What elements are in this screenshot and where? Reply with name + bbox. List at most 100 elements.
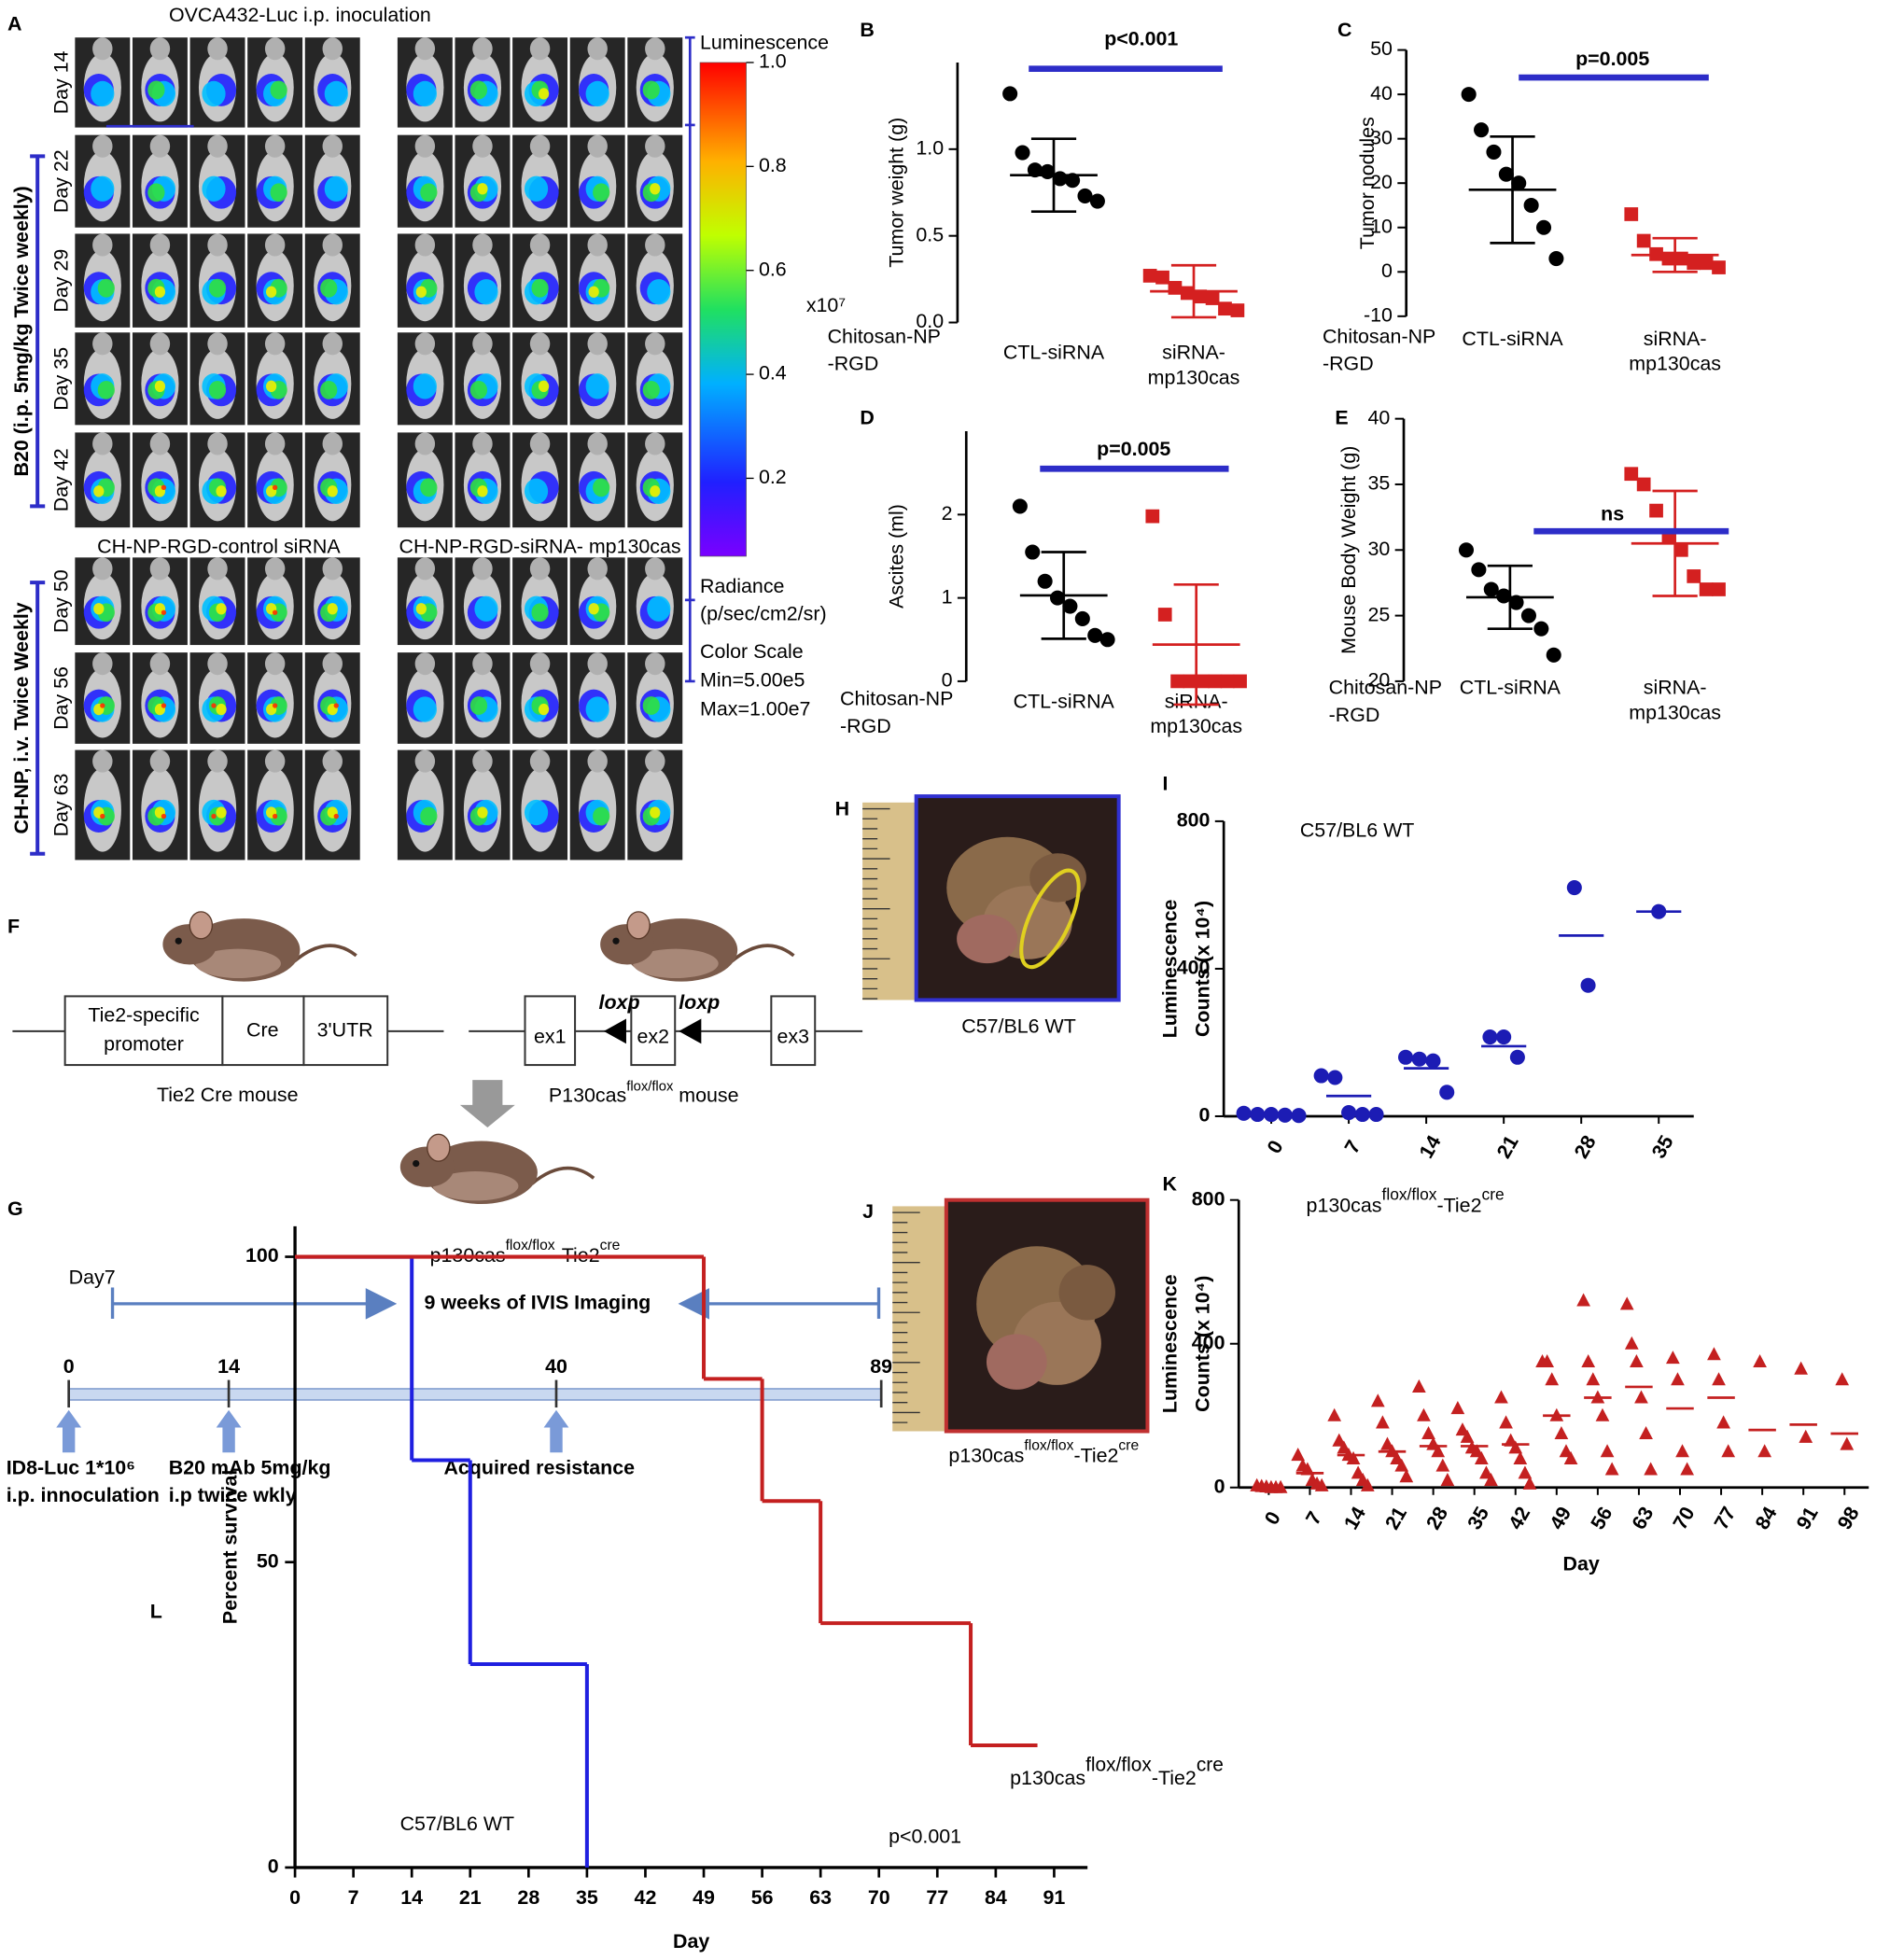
signal-blob xyxy=(538,703,550,716)
construct-box xyxy=(221,995,305,1067)
offspring-label: p130casflox/flox-Tie2cre xyxy=(430,1238,621,1266)
data-point xyxy=(1835,1372,1850,1386)
mouse-head xyxy=(264,332,286,356)
signal-blob xyxy=(538,380,550,392)
colorbar-note: Color Scale xyxy=(700,640,804,663)
organ xyxy=(986,1334,1047,1390)
row-label: Chitosan-NP xyxy=(840,688,953,710)
data-point xyxy=(1624,467,1639,482)
mouse-head xyxy=(149,652,171,676)
data-point xyxy=(1341,1104,1357,1121)
mouse-head xyxy=(149,37,171,61)
mouse-ear xyxy=(427,1133,451,1162)
imaging-label: 9 weeks of IVIS Imaging xyxy=(425,1292,651,1314)
mouse-head xyxy=(529,652,551,676)
mouse-head xyxy=(92,37,113,61)
y-tick-label: 800 xyxy=(1192,1187,1225,1210)
mouse-head xyxy=(587,233,608,257)
signal-blob xyxy=(97,380,115,399)
mouse-head xyxy=(587,134,608,158)
mouse-head xyxy=(587,557,608,581)
x-tick-label: 14 xyxy=(1339,1503,1370,1533)
signal-blob xyxy=(324,175,348,202)
event-label: ID8-Luc 1*10⁶ xyxy=(7,1456,135,1478)
y-tick-label: 10 xyxy=(1370,215,1393,237)
x-tick-label: 28 xyxy=(1570,1131,1601,1162)
x-tick-label: 77 xyxy=(926,1886,948,1909)
data-point xyxy=(1370,1393,1385,1407)
data-point xyxy=(1205,291,1220,305)
mouse-head xyxy=(264,432,286,455)
mouse-head xyxy=(645,432,665,455)
text-part: flox/flox xyxy=(1085,1754,1152,1775)
data-point xyxy=(1540,1353,1554,1368)
panel-label: C xyxy=(1337,19,1351,41)
mouse-ear xyxy=(189,911,214,940)
mouse-head xyxy=(472,233,493,257)
signal-blob xyxy=(324,80,348,107)
x-tick-label: 0 xyxy=(289,1886,301,1909)
signal-blob xyxy=(524,478,549,504)
data-point xyxy=(1474,1450,1489,1464)
data-point xyxy=(1716,1415,1730,1429)
mouse-tail xyxy=(730,944,795,963)
signal-blob xyxy=(211,703,217,708)
data-point xyxy=(1327,1407,1342,1421)
x-tick-label: 70 xyxy=(868,1886,890,1909)
signal-blob xyxy=(272,813,278,819)
data-point xyxy=(1712,1372,1726,1386)
data-point xyxy=(1460,1429,1475,1443)
mouse-head xyxy=(529,134,551,158)
mouse-head xyxy=(645,233,665,257)
mouse-head xyxy=(414,233,436,257)
data-point xyxy=(1142,269,1157,283)
x-tick-label: CTL-siRNA xyxy=(1462,328,1563,350)
y-axis-label: Tumor nodules xyxy=(1356,117,1379,249)
data-point xyxy=(1644,1462,1659,1476)
data-point xyxy=(1314,1477,1329,1491)
x-axis-label: Day xyxy=(673,1930,709,1953)
mouse-belly xyxy=(633,948,719,978)
mouse-head xyxy=(529,432,551,455)
y-axis-label: Luminescence xyxy=(1159,899,1182,1038)
mouse-head xyxy=(645,37,665,61)
y-tick-label: 0 xyxy=(1214,1475,1225,1497)
data-point xyxy=(1461,87,1477,103)
data-point xyxy=(1712,582,1726,596)
mouse-head xyxy=(587,37,608,61)
signal-blob xyxy=(593,806,610,826)
colorbar-tick-label: 0.6 xyxy=(759,258,787,280)
text-part: p130cas xyxy=(948,1444,1024,1466)
text-part: cre xyxy=(1118,1438,1139,1454)
data-point xyxy=(1496,588,1512,604)
mouse-head xyxy=(322,557,343,581)
y-tick-label: 0.0 xyxy=(916,310,944,332)
tumor-outline xyxy=(1019,868,1081,970)
data-point xyxy=(1649,503,1663,518)
row-label: -RGD xyxy=(1323,353,1374,375)
x-tick-label: 7 xyxy=(1340,1137,1365,1157)
data-point xyxy=(1157,608,1172,622)
day-label: Day 42 xyxy=(50,448,73,511)
x-tick-label: 35 xyxy=(576,1886,598,1909)
mouse-head xyxy=(92,652,113,676)
data-point xyxy=(1037,573,1053,589)
data-point xyxy=(1581,1353,1596,1368)
data-point xyxy=(1511,175,1527,191)
y-tick-label: 0 xyxy=(268,1855,279,1878)
text-part: -Tie2 xyxy=(1437,1194,1482,1216)
event-label: i.p twice wkly xyxy=(169,1484,297,1506)
signal-blob xyxy=(469,696,488,715)
mouse-head xyxy=(587,432,608,455)
annotation: ns xyxy=(1601,502,1624,525)
data-point xyxy=(1421,1425,1435,1440)
data-point xyxy=(1483,581,1499,597)
signal-blob xyxy=(161,609,167,615)
signal-blob xyxy=(474,595,498,622)
mouse-head xyxy=(92,432,113,455)
colorbar-tick-label: 0.4 xyxy=(759,362,787,385)
loxp-label: loxp xyxy=(679,991,720,1014)
data-point xyxy=(1699,582,1714,596)
data-point xyxy=(1712,260,1726,274)
